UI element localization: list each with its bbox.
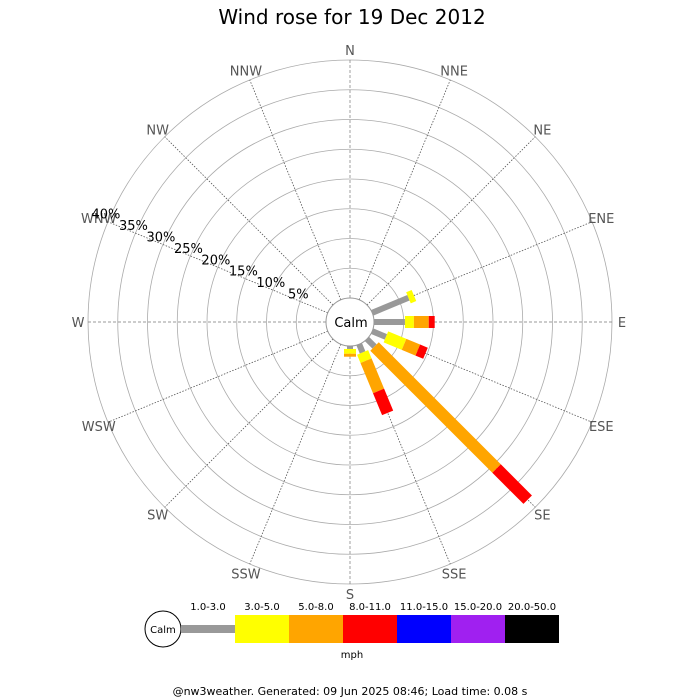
spoke-nnw (249, 79, 342, 300)
bar-se-5.0-8.0 (370, 342, 501, 473)
bar-ese-8.0-11.0 (415, 344, 428, 359)
footer-text: @nw3weather. Generated: 09 Jun 2025 08:4… (173, 685, 528, 698)
direction-label-sw: SW (147, 508, 168, 523)
bar-sse-5.0-8.0 (360, 358, 385, 394)
legend-swatch-5.0-8.0 (289, 615, 343, 643)
bar-se-8.0-11.0 (492, 464, 532, 504)
ring-label-35: 35% (119, 219, 148, 234)
bar-sse-1.0-3.0 (356, 343, 366, 354)
direction-label-se: SE (534, 508, 550, 523)
legend-label-11.0-15.0: 11.0-15.0 (400, 602, 448, 613)
direction-label-sse: SSE (442, 567, 467, 582)
bar-ene-3.0-5.0 (406, 289, 417, 304)
direction-label-ssw: SSW (231, 567, 261, 582)
legend-label-20.0-50.0: 20.0-50.0 (508, 602, 556, 613)
legend-swatch-11.0-15.0 (397, 615, 451, 643)
direction-label-w: W (72, 316, 85, 331)
bar-s-3.0-5.0 (344, 348, 356, 354)
bar-e-1.0-3.0 (374, 319, 405, 325)
legend-unit: mph (341, 650, 363, 661)
ring-label-5: 5% (288, 287, 309, 302)
ring-label-40: 40% (91, 208, 120, 223)
ring-label-15: 15% (229, 265, 258, 280)
spoke-wnw (107, 221, 328, 314)
direction-label-nw: NW (146, 124, 169, 139)
ring-20 (206, 178, 494, 466)
legend: Calm 1.0-3.0 3.0-5.0 5.0-8.0 8.0-11.0 11.0-1… (144, 602, 559, 648)
bar-e-5.0-8.0 (413, 316, 429, 328)
legend-label-1.0-3.0: 1.0-3.0 (190, 602, 225, 613)
legend-swatch-20.0-50.0 (505, 615, 559, 643)
legend-label-8.0-11.0: 8.0-11.0 (349, 602, 391, 613)
direction-label-e: E (618, 316, 626, 331)
legend-calm-label: Calm (150, 625, 176, 636)
bar-e-3.0-5.0 (404, 316, 414, 328)
ring-label-30: 30% (146, 231, 175, 246)
direction-label-ne: NE (533, 124, 551, 139)
chart-title: Wind rose for 19 Dec 2012 (218, 5, 485, 29)
legend-label-5.0-8.0: 5.0-8.0 (298, 602, 333, 613)
ring-label-10: 10% (256, 276, 285, 291)
spoke-ssw (249, 344, 342, 565)
ring-25 (176, 148, 524, 496)
ring-label-20: 20% (201, 253, 230, 268)
spoke-ne (366, 136, 536, 306)
legend-label-15.0-20.0: 15.0-20.0 (454, 602, 502, 613)
spoke-nne (358, 79, 451, 300)
direction-label-nnw: NNW (230, 65, 262, 80)
bar-sse-8.0-11.0 (373, 388, 394, 416)
bar-se-1.0-3.0 (364, 336, 377, 349)
ring-30 (147, 119, 553, 525)
legend-swatch-3.0-5.0 (235, 615, 289, 643)
direction-label-wsw: WSW (82, 420, 116, 435)
legend-swatch-8.0-11.0 (343, 615, 397, 643)
bar-ene-1.0-3.0 (371, 295, 410, 316)
direction-label-wnw: WNW (81, 212, 117, 227)
ring-15 (236, 208, 464, 436)
bar-e-8.0-11.0 (428, 316, 435, 328)
legend-swatch-1.0-3.0 (181, 625, 235, 633)
legend-swatch-15.0-20.0 (451, 615, 505, 643)
bar-s-1.0-3.0 (347, 346, 353, 349)
bar-ese-5.0-8.0 (401, 338, 421, 356)
calm-label: Calm (334, 316, 367, 331)
direction-label-nne: NNE (440, 65, 468, 80)
direction-labels: N NNE NE ENE E ESE SE SSE S SSW SW WSW W WNW NW NNW (72, 44, 627, 603)
ring-35 (117, 89, 583, 555)
direction-label-s: S (346, 588, 354, 603)
direction-label-ene: ENE (588, 212, 614, 227)
ring-label-25: 25% (174, 242, 203, 257)
legend-label-3.0-5.0: 3.0-5.0 (244, 602, 279, 613)
direction-label-ese: ESE (589, 420, 614, 435)
spoke-wsw (107, 330, 328, 423)
spoke-sw (164, 338, 334, 508)
bar-sse-3.0-5.0 (357, 350, 372, 363)
direction-label-n: N (345, 44, 355, 59)
spoke-nw (164, 136, 334, 306)
bar-s-5.0-8.0 (344, 353, 356, 357)
wind-bars (344, 289, 532, 504)
ring-labels: 5%10%15%20%25%30%35%40% (91, 208, 308, 303)
bar-ese-1.0-3.0 (371, 328, 388, 340)
bar-ese-3.0-5.0 (383, 331, 407, 350)
calm-circle: Calm (325, 297, 375, 347)
